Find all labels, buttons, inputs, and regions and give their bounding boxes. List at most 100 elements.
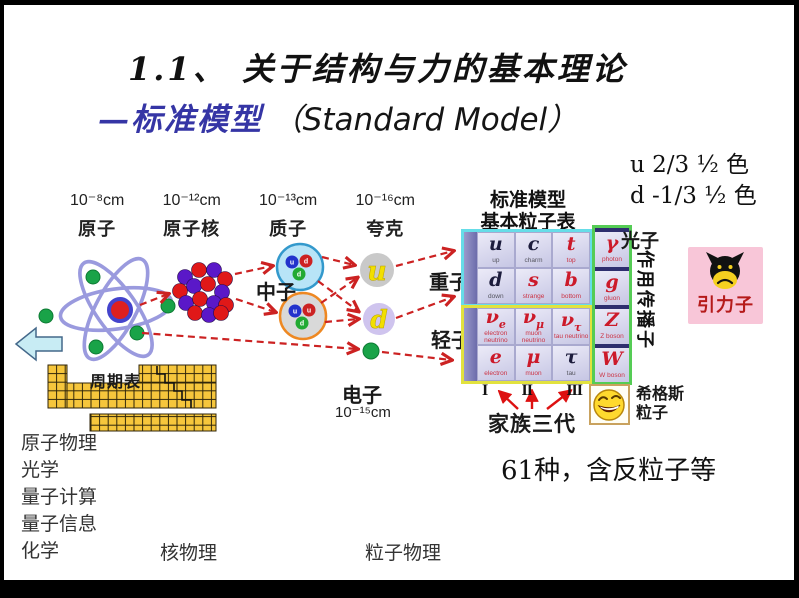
lepton-section: νe electron neutrino νμ muon neutrino ντ… [461,305,593,384]
lepton-cell: μ muon [514,344,553,381]
scale-size: 10⁻⁸cm [70,192,125,209]
nuclear-physics-label: 核物理 [160,543,218,564]
particle-name: tau [566,369,576,377]
svg-text:d: d [300,321,304,328]
physics-field-item: 化学 [21,541,60,562]
boson-section: γ photon g gluon Z Z boson W W boson [592,225,632,385]
boson-cell: γ photon [595,228,629,267]
smiley-icon [593,389,625,421]
electron-size-label: 10⁻¹⁵cm [335,404,391,421]
page-subtitle: —标准模型 （Standard Model） [98,94,578,139]
scale-label: 夸克 [366,219,405,239]
scale-label: 原子 [78,219,117,239]
table-header-line1: 标准模型 [489,190,566,211]
quark-charge-notes: u 2/3 ½ 色 d -1/3 ½ 色 [630,150,757,212]
physics-field-item: 量子计算 [21,487,98,508]
scale-column: 10⁻⁸cm 原子 [70,190,124,241]
particle-name: photon [602,256,622,264]
quark-cell: t top [552,232,590,268]
particle-name: charm [524,256,543,264]
scale-label: 原子核 [163,219,221,239]
particle-name: electron neutrino [484,329,508,344]
lepton-cell: νe electron neutrino [477,308,515,345]
particle-name: down [488,292,504,300]
electron-dot [362,342,380,360]
periodic-table-illustration [47,364,217,432]
nucleus-illustration [172,262,234,323]
scale-column: 10⁻¹³cm 质子 [259,190,317,241]
svg-text:d: d [370,305,387,334]
lepton-cell: τ tau [552,344,590,381]
charge-note-d: d -1/3 ½ 色 [630,183,757,209]
svg-text:u: u [367,256,387,287]
particle-name: Z boson [600,333,624,341]
proton-illustration: u u d [278,291,328,341]
boson-cell: g gluon [595,266,629,305]
particle-name: up [492,256,500,264]
neutron-label: 中子 [256,282,296,304]
generation-numeral: III [566,382,583,399]
table-3d-edge [464,232,477,304]
scale-column: 10⁻¹⁶cm 夸克 [356,190,415,241]
generation-numeral: I [482,382,488,399]
generation-numeral: II [521,382,533,399]
particle-name: W boson [599,371,625,379]
particle-name: gluon [604,294,620,302]
quark-cell: c charm [514,232,553,268]
charge-note-u: u 2/3 ½ 色 [630,152,750,178]
page-title: 1.1、 关于结构与力的基本理论 [128,50,627,88]
physics-field-item: 原子物理 [21,433,98,454]
boson-cell: Z Z boson [595,305,629,344]
atom-illustration [38,256,176,362]
quark-u-illustration: u [360,253,394,287]
quark-cell: b bottom [552,268,590,304]
family-generations-label: 家族三代 [488,413,576,436]
baryon-label: 重子 [429,272,469,294]
svg-text:d: d [304,259,308,266]
quark-cell: d down [477,268,515,304]
scale-size: 10⁻¹²cm [162,192,221,209]
neutron-illustration: u d d [275,242,325,292]
particle-name: strange [522,292,545,300]
physics-field-item: 量子信息 [21,514,98,535]
svg-text:u: u [293,309,297,316]
quark-section: u up c charm t top d down s strange b bo… [461,229,593,307]
atom-nucleus [107,297,133,323]
table-header: 标准模型 基本粒子表 [458,190,598,234]
svg-text:u: u [290,260,294,267]
svg-text:u: u [307,308,311,315]
graviton-label: 引力子 [697,295,754,315]
table-header-line2: 基本粒子表 [480,212,576,233]
particle-name: top [566,256,576,264]
particle-physics-label: 粒子物理 [365,543,442,564]
generation-arrows [501,392,569,410]
slide-background [4,5,794,580]
scale-label: 质子 [269,219,308,239]
svg-text:d: d [297,272,301,279]
scale-column: 10⁻¹²cm 原子核 [163,190,221,241]
boson-cell: W W boson [595,343,629,382]
scale-row: 10⁻⁸cm 原子 10⁻¹²cm 原子核 10⁻¹³cm 质子 10⁻¹⁶cm… [70,190,415,241]
lepton-cell: ντ tau neutrino [552,308,590,345]
subtitle-chinese: —标准模型 [98,102,263,138]
graviton-box: 引力子 [688,247,763,324]
physics-fields-list: 原子物理光学量子计算量子信息化学 [21,430,97,565]
bat-face-icon [706,252,744,289]
particle-name: tau neutrino [553,333,589,341]
flow-arrows [139,251,453,360]
generation-numerals: I II III [482,382,583,400]
higgs-emoji-box [589,384,630,425]
quark-cell: s strange [514,268,553,304]
particle-count-note: 61种，含反粒子等 [501,456,717,486]
scale-size: 10⁻¹⁶cm [355,192,415,209]
periodic-table-label: 周期表 [90,374,142,391]
physics-field-item: 光学 [21,460,60,481]
photon-label: 光子 [621,231,660,252]
force-carrier-label: 作用传播子 [635,250,655,350]
quark-cell: u up [477,232,515,268]
lepton-cell: e electron [477,344,515,381]
quark-d-illustration: d [363,303,395,335]
lepton-cell: νμ muon neutrino [514,308,553,345]
